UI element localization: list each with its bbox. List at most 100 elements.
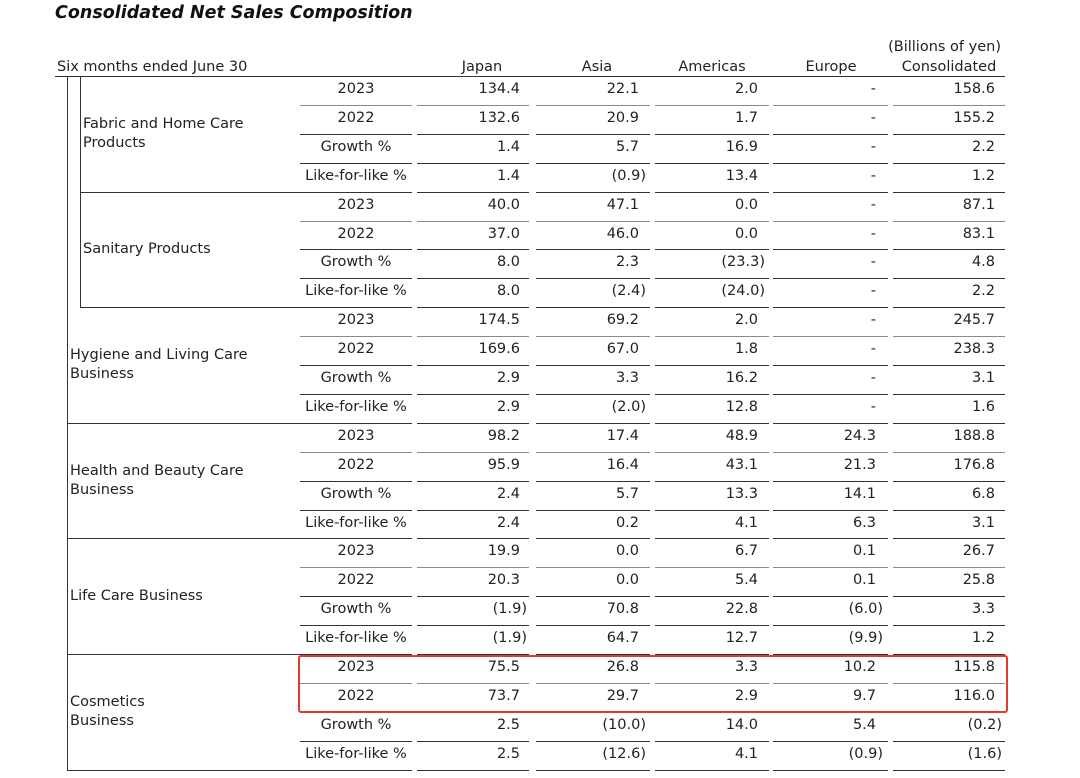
row-rule [536, 162, 650, 164]
row-rule [655, 104, 769, 106]
consolidated-value: 1.2 [971, 630, 995, 647]
row-rule [893, 451, 1005, 453]
japan-value: 2.5 [496, 745, 520, 762]
row-rule [417, 365, 529, 366]
row-label: 2022 [337, 225, 375, 242]
row-rule [655, 682, 769, 684]
column-header-americas: Americas [678, 59, 746, 75]
row-rule [417, 220, 529, 222]
row-rule [773, 191, 888, 193]
row-rule [417, 596, 529, 598]
column-header-asia: Asia [581, 59, 613, 75]
row-label: Growth % [320, 254, 392, 271]
row-rule [893, 104, 1005, 106]
segment-label-line: Health and Beauty Care [70, 463, 244, 480]
row-label: 2023 [337, 81, 375, 97]
americas-value: 6.7 [734, 543, 758, 560]
americas-value: 0.0 [734, 225, 758, 242]
row-rule [655, 365, 769, 366]
row-label: Like-for-like % [305, 398, 407, 415]
consolidated-value: 158.6 [953, 81, 995, 97]
consolidated-value: 3.1 [971, 370, 995, 386]
consolidated-value: 1.6 [971, 398, 995, 415]
row-rule [893, 162, 1005, 164]
row-label: Like-for-like % [305, 630, 407, 647]
europe-value: 10.2 [843, 659, 876, 675]
americas-value: 0.0 [734, 196, 758, 213]
row-label: Like-for-like % [305, 283, 407, 300]
row-rule [893, 740, 1005, 742]
row-rule [893, 393, 1005, 395]
segment-label-line: Business [70, 712, 134, 729]
japan-value: 2.4 [496, 485, 520, 502]
europe-value: - [870, 370, 876, 386]
asia-value: 17.4 [606, 427, 639, 444]
row-rule [655, 596, 769, 598]
japan-value: 8.0 [496, 254, 520, 271]
row-label: 2022 [337, 687, 375, 704]
column-header-europe: Europe [805, 59, 857, 75]
row-rule [300, 191, 412, 193]
row-rule [300, 625, 412, 627]
consolidated-value: 26.7 [962, 543, 995, 560]
asia-value: 29.7 [606, 687, 639, 704]
row-rule [893, 249, 1005, 251]
row-label: 2023 [337, 543, 375, 560]
asia-value: (2.0) [611, 398, 646, 415]
row-label: Growth % [320, 370, 392, 386]
row-rule [300, 365, 412, 366]
row-rule [773, 480, 888, 482]
americas-value: 14.0 [725, 716, 758, 733]
segment-border-bottom [67, 769, 300, 771]
europe-value: - [870, 109, 876, 126]
row-rule [536, 191, 650, 193]
row-rule [300, 249, 412, 251]
japan-value: 19.9 [487, 543, 520, 560]
europe-value: (0.9) [848, 745, 883, 762]
asia-value: (10.0) [602, 716, 646, 733]
segment-label: Hygiene and Living Care Business [70, 307, 297, 423]
asia-value: 5.7 [615, 138, 639, 155]
row-rule [536, 422, 650, 424]
row-rule [773, 682, 888, 684]
row-rule [300, 451, 412, 453]
row-rule [773, 769, 888, 771]
row-rule [893, 625, 1005, 627]
row-rule [655, 567, 769, 569]
europe-value: - [870, 283, 876, 300]
row-rule [893, 191, 1005, 193]
segment-label-line: Business [70, 365, 134, 382]
consolidated-value: 238.3 [953, 341, 995, 358]
row-rule [417, 654, 529, 655]
asia-value: (2.4) [611, 283, 646, 300]
segment-label-line: Business [70, 481, 134, 498]
segment-label-line: Life Care Business [70, 587, 203, 604]
row-rule [893, 480, 1005, 482]
row-rule [536, 682, 650, 684]
row-rule [773, 451, 888, 453]
consolidated-value: 25.8 [962, 572, 995, 589]
row-rule [536, 596, 650, 598]
row-rule [536, 336, 650, 338]
row-rule [893, 365, 1005, 366]
row-rule [536, 480, 650, 482]
americas-value: 13.4 [725, 167, 758, 184]
japan-value: 20.3 [487, 572, 520, 589]
row-rule [893, 220, 1005, 222]
row-rule [300, 422, 412, 424]
americas-value: 4.1 [734, 514, 758, 531]
japan-value: 169.6 [478, 341, 520, 358]
consolidated-value: 188.8 [953, 427, 995, 444]
row-rule [300, 220, 412, 222]
row-rule [773, 220, 888, 222]
japan-value: 2.4 [496, 514, 520, 531]
consolidated-value: 116.0 [953, 687, 995, 704]
row-label: Like-for-like % [305, 745, 407, 762]
row-rule [536, 538, 650, 540]
highlight-box [298, 655, 1008, 713]
americas-value: 22.8 [725, 601, 758, 618]
row-rule [893, 538, 1005, 540]
row-rule [655, 220, 769, 222]
row-rule [417, 480, 529, 482]
